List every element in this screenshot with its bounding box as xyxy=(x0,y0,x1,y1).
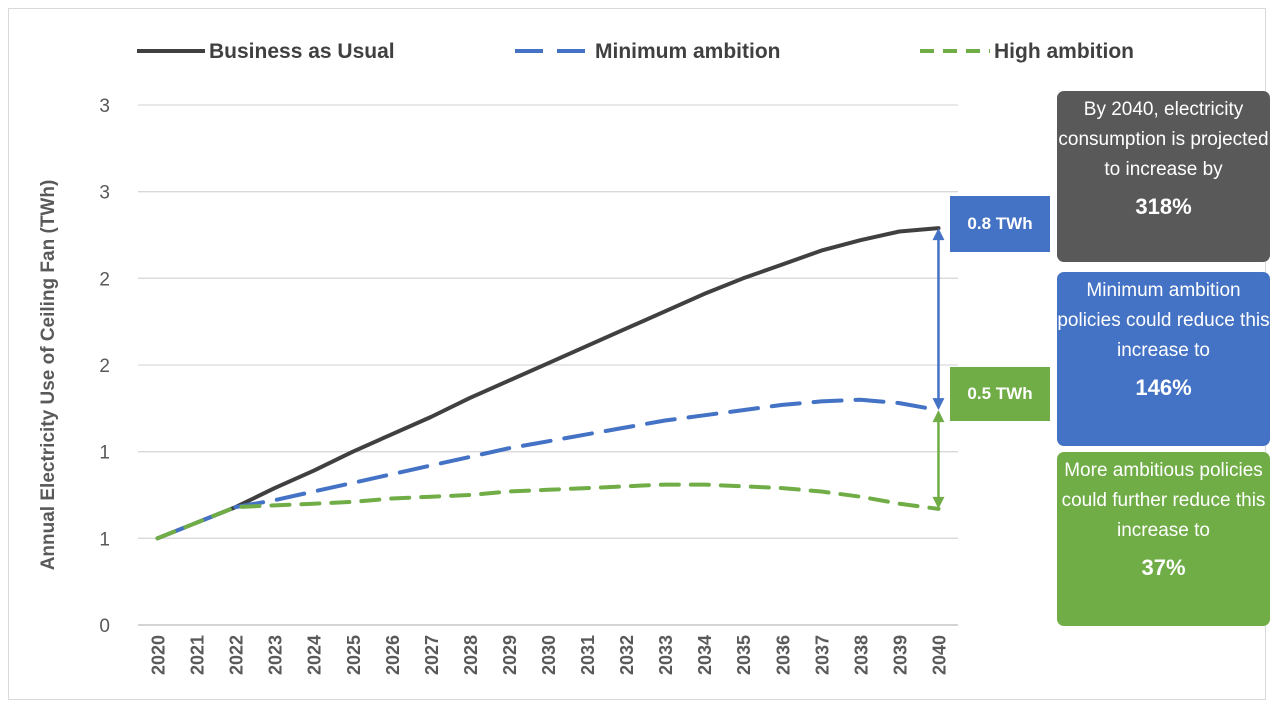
x-tick-label: 2029 xyxy=(500,635,520,675)
legend-label: Business as Usual xyxy=(209,40,395,63)
x-tick-label: 2023 xyxy=(266,635,286,675)
high-ambition-callout: More ambitious policies could further re… xyxy=(1057,452,1270,626)
bau-callout: By 2040, electricity consumption is proj… xyxy=(1057,91,1270,262)
x-tick-label: 2022 xyxy=(227,635,247,675)
x-tick-label: 2039 xyxy=(890,635,910,675)
x-tick-label: 2033 xyxy=(656,635,676,675)
x-tick-label: 2021 xyxy=(188,635,208,675)
high-ambition-gap-arrow-head-bottom xyxy=(932,496,945,509)
high-ambition-callout-text: More ambitious policies could further re… xyxy=(1061,460,1266,541)
min-ambition-callout: Minimum ambition policies could reduce t… xyxy=(1057,272,1270,446)
series-line-1 xyxy=(155,397,941,541)
y-tick-label: 0 xyxy=(99,616,110,637)
x-tick-label: 2037 xyxy=(812,635,832,675)
x-tick-label: 2031 xyxy=(578,635,598,675)
x-tick-label: 2026 xyxy=(383,635,403,675)
x-tick-label: 2032 xyxy=(617,635,637,675)
x-tick-label: 2040 xyxy=(929,635,949,675)
y-axis-title: Annual Electricity Use of Ceiling Fan (T… xyxy=(38,180,59,571)
high-ambition-gap-arrow-head-top xyxy=(932,410,945,423)
y-tick-label: 2 xyxy=(99,269,110,290)
min-ambition-gap-label: 0.8 TWh xyxy=(950,196,1050,252)
series-line-0 xyxy=(155,226,941,541)
bau-callout-text: By 2040, electricity consumption is proj… xyxy=(1058,99,1269,180)
x-tick-label: 2025 xyxy=(344,635,364,675)
min-ambition-callout-percent: 146% xyxy=(1135,375,1192,400)
x-tick-label: 2024 xyxy=(305,635,325,675)
x-tick-label: 2038 xyxy=(851,635,871,675)
y-tick-label: 1 xyxy=(99,529,110,550)
min-ambition-callout-text: Minimum ambition policies could reduce t… xyxy=(1057,280,1270,361)
y-tick-label: 3 xyxy=(99,96,110,117)
legend-label: High ambition xyxy=(994,40,1134,63)
x-tick-label: 2030 xyxy=(539,635,559,675)
min-ambition-gap-arrow-head-bottom xyxy=(932,398,945,411)
y-tick-label: 1 xyxy=(99,443,110,464)
x-tick-label: 2027 xyxy=(422,635,442,675)
y-tick-label: 2 xyxy=(99,356,110,377)
series-line-2 xyxy=(155,482,941,541)
high-ambition-gap-label: 0.5 TWh xyxy=(950,367,1050,421)
legend-label: Minimum ambition xyxy=(595,40,781,63)
min-ambition-gap-arrow-head-top xyxy=(932,228,945,241)
x-tick-label: 2028 xyxy=(461,635,481,675)
x-tick-label: 2036 xyxy=(773,635,793,675)
chart-frame xyxy=(8,8,1266,700)
high-ambition-callout-percent: 37% xyxy=(1141,555,1186,580)
x-tick-label: 2020 xyxy=(149,635,169,675)
x-tick-label: 2035 xyxy=(734,635,754,675)
bau-callout-percent: 318% xyxy=(1135,194,1192,219)
y-tick-label: 3 xyxy=(99,183,110,204)
x-tick-label: 2034 xyxy=(695,635,715,675)
